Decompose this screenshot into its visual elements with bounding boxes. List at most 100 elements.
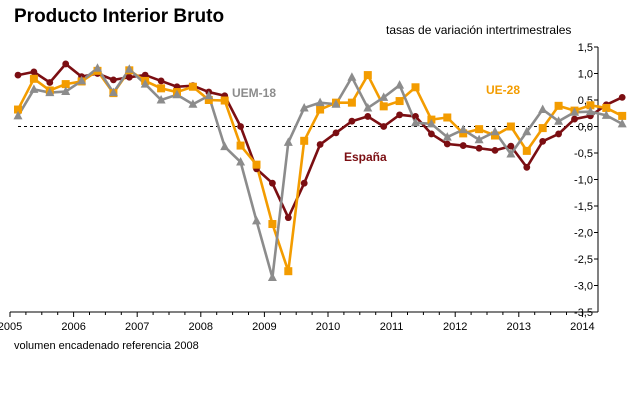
data-point-square <box>459 129 468 138</box>
data-point-triangle <box>538 104 548 114</box>
data-point-triangle <box>411 117 420 127</box>
data-point-triangle <box>108 87 118 97</box>
data-point-circle <box>571 115 578 123</box>
data-point-square <box>538 124 547 133</box>
data-point-square <box>236 141 245 150</box>
data-point-triangle <box>506 149 516 158</box>
data-point-triangle <box>617 118 627 128</box>
x-tick-label: 2009 <box>252 321 276 333</box>
y-tick-label: -1,0 <box>574 175 593 187</box>
data-point-square <box>475 125 484 134</box>
y-tick-label: 1,5 <box>578 42 593 54</box>
x-tick-label: 2011 <box>380 321 404 333</box>
y-tick-label: -1,5 <box>574 201 593 213</box>
data-point-square <box>61 80 70 89</box>
y-tick-label: -3,5 <box>574 307 593 319</box>
data-point-triangle <box>426 118 436 128</box>
data-point-circle <box>491 146 499 154</box>
data-point-square <box>29 74 38 83</box>
data-point-triangle <box>299 102 309 112</box>
data-point-triangle <box>204 90 214 100</box>
data-point-circle <box>14 71 22 79</box>
data-point-circle <box>110 76 117 84</box>
data-point-square <box>554 101 563 110</box>
data-point-square <box>602 103 611 112</box>
data-point-square <box>157 84 166 93</box>
data-point-triangle <box>220 141 230 151</box>
x-tick-label: 2008 <box>189 321 213 333</box>
x-tick-label: 2010 <box>316 321 340 333</box>
data-point-circle <box>284 214 292 222</box>
data-point-circle <box>316 141 324 148</box>
y-tick-label: 1,0 <box>578 69 593 81</box>
data-point-triangle <box>554 116 564 125</box>
data-point-triangle <box>45 87 55 97</box>
y-tick-label: 0,0 <box>578 122 593 134</box>
data-point-triangle <box>395 80 405 89</box>
data-point-circle <box>459 142 467 149</box>
data-point-square <box>443 113 452 122</box>
data-point-triangle <box>93 63 102 72</box>
data-point-triangle <box>490 126 500 136</box>
data-point-square <box>395 97 404 106</box>
data-point-square <box>491 131 499 140</box>
data-point-triangle <box>315 97 325 107</box>
data-point-circle <box>46 79 54 86</box>
data-point-circle <box>380 123 388 130</box>
data-point-square <box>347 98 356 107</box>
data-point-square <box>268 220 277 229</box>
data-point-square <box>586 101 595 110</box>
data-point-circle <box>555 130 562 138</box>
data-point-triangle <box>29 84 39 93</box>
series-label-ue-28: UE-28 <box>486 83 520 97</box>
data-point-square <box>284 267 293 276</box>
data-point-square <box>379 102 388 111</box>
x-tick-label: 2013 <box>507 321 531 333</box>
data-point-circle <box>62 60 70 68</box>
x-tick-label: 2005 <box>0 321 22 333</box>
data-point-triangle <box>570 107 579 116</box>
data-point-triangle <box>13 110 23 120</box>
data-point-circle <box>30 68 38 76</box>
data-point-square <box>363 71 372 80</box>
data-point-triangle <box>188 99 198 108</box>
data-point-triangle <box>522 126 532 136</box>
x-tick-label: 2007 <box>125 321 149 333</box>
data-point-circle <box>237 123 245 130</box>
data-point-square <box>506 122 515 131</box>
data-point-circle <box>443 140 451 148</box>
chart-subtitle: tasas de variación intertrimestrales <box>386 23 572 37</box>
data-point-square <box>252 160 261 169</box>
data-point-square <box>188 82 197 91</box>
data-point-circle <box>475 144 483 152</box>
data-point-circle <box>396 111 403 119</box>
series-label-uem-18: UEM-18 <box>232 86 276 100</box>
y-tick-label: -2,5 <box>574 254 593 266</box>
chart-title: Producto Interior Bruto <box>14 6 225 27</box>
data-point-triangle <box>331 99 341 108</box>
data-point-triangle <box>77 75 87 85</box>
y-tick-label: -0,5 <box>574 148 593 160</box>
data-point-circle <box>300 179 308 187</box>
data-point-circle <box>125 73 133 81</box>
data-point-circle <box>269 179 276 187</box>
data-point-circle <box>332 129 340 137</box>
data-point-circle <box>348 117 356 125</box>
data-point-square <box>316 105 325 114</box>
x-tick-label: 2006 <box>61 321 85 333</box>
data-point-triangle <box>442 132 452 141</box>
data-point-circle <box>428 130 435 138</box>
data-point-circle <box>364 113 372 120</box>
data-point-square <box>204 96 213 104</box>
data-point-triangle <box>347 72 357 81</box>
x-tick-label: 2012 <box>443 321 467 333</box>
chart-footnote: volumen encadenado referencia 2008 <box>14 340 199 352</box>
data-point-triangle <box>140 79 150 88</box>
data-point-triangle <box>363 102 373 112</box>
data-point-triangle <box>379 92 389 101</box>
data-point-circle <box>523 163 531 171</box>
x-tick-label: 2014 <box>570 321 594 333</box>
data-point-square <box>300 136 309 145</box>
data-point-triangle <box>252 215 261 225</box>
